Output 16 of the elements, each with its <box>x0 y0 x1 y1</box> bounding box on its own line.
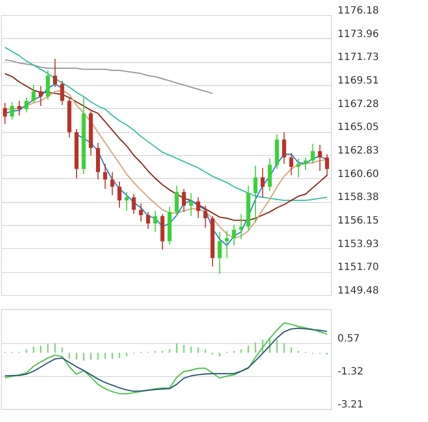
y-tick-label: 0.57 <box>338 333 360 344</box>
y-tick-label: 1149.48 <box>338 286 379 296</box>
y-tick-label: 1167.28 <box>338 98 379 110</box>
y-tick-label: 1158.38 <box>338 192 379 204</box>
y-tick-label: -3.21 <box>338 400 364 410</box>
y-tick-label: 1173.96 <box>338 28 379 40</box>
y-tick-label: 1165.05 <box>338 122 379 134</box>
y-tick-label: -1.32 <box>338 366 364 378</box>
y-tick-label: 1153.93 <box>338 238 379 250</box>
y-tick-label: 1171.73 <box>338 52 379 64</box>
y-tick-label: 1160.60 <box>338 168 379 180</box>
y-tick-label: 1169.51 <box>338 75 379 86</box>
y-tick-label: 1156.15 <box>338 216 379 227</box>
y-tick-label: 1176.18 <box>338 6 379 16</box>
y-tick-label: 1162.83 <box>338 146 379 156</box>
y-tick-label: 1151.70 <box>338 262 379 274</box>
